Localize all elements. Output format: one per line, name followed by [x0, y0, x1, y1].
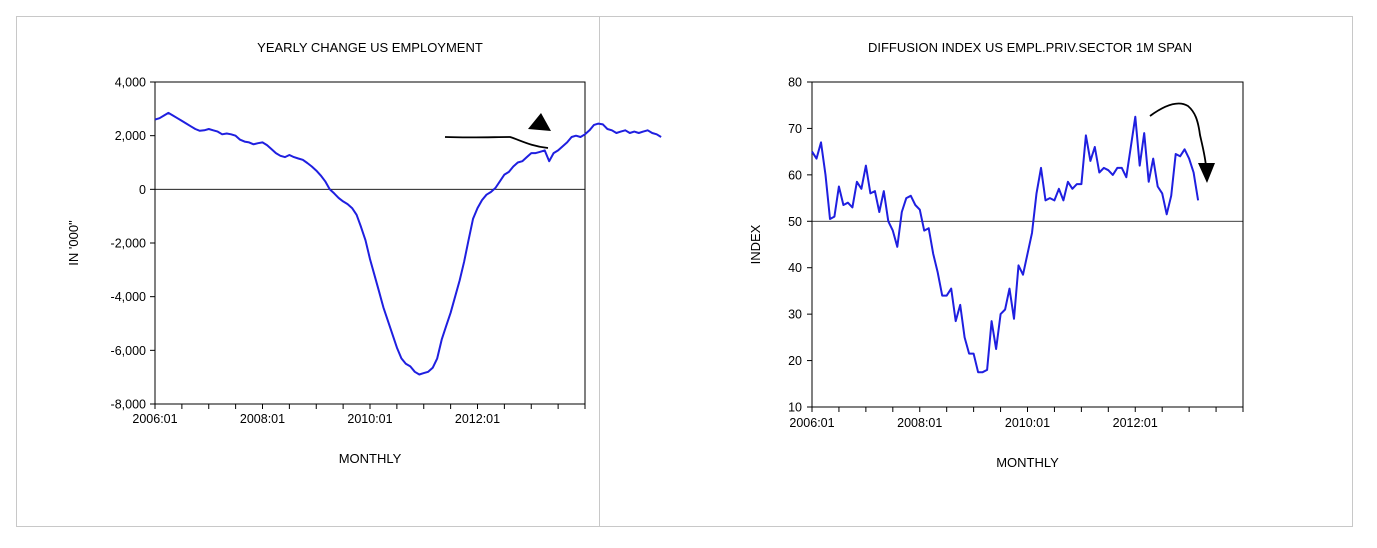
x-tick-label: 2008:01	[240, 412, 285, 426]
right-panel-frame	[599, 16, 1353, 527]
chart-title: DIFFUSION INDEX US EMPL.PRIV.SECTOR 1M S…	[868, 40, 1192, 55]
annotation-arrow-line	[444, 136, 549, 149]
x-tick-label: 2010:01	[347, 412, 392, 426]
x-axis-label: MONTHLY	[339, 451, 402, 466]
x-tick-label: 2010:01	[1005, 416, 1050, 430]
y-tick-label: 30	[788, 308, 802, 322]
y-tick-label: 20	[788, 354, 802, 368]
x-tick-label: 2012:01	[1113, 416, 1158, 430]
employment-chart: YEARLY CHANGE US EMPLOYMENT 4,000 2,000 0 -2…	[66, 40, 662, 466]
y-tick-label: -8,000	[111, 398, 146, 412]
plot-area	[811, 81, 1244, 408]
x-tick-label: 2006:01	[789, 416, 834, 430]
y-tick-label: -4,000	[111, 290, 146, 304]
y-axis-label: INDEX	[748, 224, 763, 264]
y-tick-label: -6,000	[111, 344, 146, 358]
series-line	[154, 111, 662, 376]
x-tick-label: 2008:01	[897, 416, 942, 430]
y-tick-label: 50	[788, 215, 802, 229]
x-axis-label: MONTHLY	[996, 455, 1059, 470]
y-tick-label: 70	[788, 122, 802, 136]
annotation-arrow-head	[1198, 163, 1215, 183]
y-tick-label: 10	[788, 401, 802, 415]
x-tick-label: 2012:01	[455, 412, 500, 426]
y-tick-label: 2,000	[115, 129, 146, 143]
y-tick-label: 40	[788, 261, 802, 275]
annotation-arrow-head	[528, 113, 551, 131]
y-tick-label: 60	[788, 168, 802, 182]
y-tick-label: 4,000	[115, 76, 146, 90]
chart-title: YEARLY CHANGE US EMPLOYMENT	[257, 40, 483, 55]
y-axis-label: IN '000"	[66, 220, 81, 266]
plot-area	[154, 81, 586, 405]
diffusion-index-chart: DIFFUSION INDEX US EMPL.PRIV.SECTOR 1M S…	[748, 40, 1244, 470]
x-tick-label: 2006:01	[132, 412, 177, 426]
y-tick-label: -2,000	[111, 237, 146, 251]
y-tick-label: 0	[139, 183, 146, 197]
left-panel-frame	[16, 16, 600, 527]
series-line	[811, 115, 1200, 374]
annotation-arrow-line	[1149, 102, 1207, 169]
y-tick-label: 80	[788, 76, 802, 90]
